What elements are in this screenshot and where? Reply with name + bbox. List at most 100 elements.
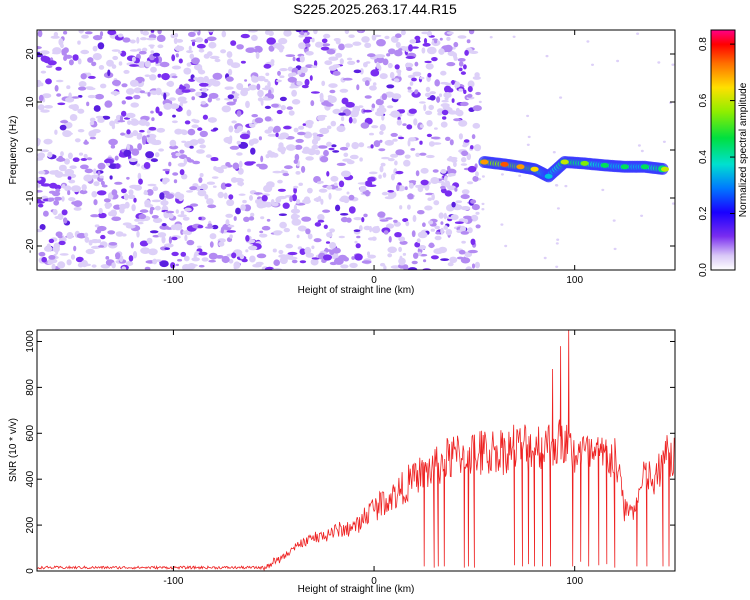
spectrogram-noise-cell — [236, 110, 242, 117]
spectrogram-noise-cell — [321, 38, 328, 44]
spectrogram-noise-cell — [407, 89, 413, 93]
spectrogram-noise-cell — [138, 50, 147, 55]
spectrogram-noise-cell — [323, 149, 329, 157]
signal-track-peak — [600, 162, 609, 168]
spectrogram-noise-cell — [171, 120, 178, 124]
spectrogram-noise-cell — [322, 209, 331, 213]
spectrogram-noise-cell — [364, 42, 372, 48]
spectrogram-noise-cell — [197, 127, 203, 131]
spectrogram-noise-cell — [302, 198, 311, 204]
spectrogram-noise-cell — [437, 108, 444, 114]
spectrogram-noise-cell — [526, 114, 530, 118]
spectrogram-noise-cell — [409, 81, 414, 86]
spectrogram-noise-cell — [314, 149, 321, 156]
spectrogram-noise-cell — [387, 158, 395, 162]
spectrogram-noise-cell — [371, 125, 379, 129]
spectrogram-noise-cell — [381, 156, 390, 160]
spectrogram-noise-cell — [80, 164, 89, 170]
spectrogram-noise-cell — [251, 76, 260, 83]
spectrogram-noise-cell — [51, 263, 56, 270]
spectrogram-noise-cell — [402, 123, 407, 126]
spectrogram-noise-cell — [168, 213, 174, 219]
spectrogram-noise-cell — [92, 129, 101, 134]
spectrogram-noise-cell — [84, 232, 89, 238]
spectrogram-noise-cell — [67, 152, 73, 160]
spectrogram-noise-cell — [461, 240, 466, 244]
spectrogram-noise-cell — [244, 79, 248, 82]
spectrogram-noise-cell — [78, 152, 84, 156]
spectrogram-noise-cell — [38, 94, 44, 102]
spectrogram-noise-cell — [556, 207, 560, 210]
spectrogram-noise-cell — [390, 110, 401, 118]
spectrogram-noise-cell — [357, 182, 368, 185]
spectrogram-noise-cell — [381, 115, 385, 121]
spectrogram-noise-cell — [348, 116, 353, 124]
spectrogram-noise-cell — [171, 152, 177, 156]
spectrogram-noise-cell — [201, 257, 209, 262]
spectrogram-noise-cell — [149, 208, 154, 215]
spectrogram-noise-cell — [204, 38, 209, 44]
spectrogram-noise-cell — [156, 34, 166, 43]
spectrogram-noise-cell — [164, 247, 170, 250]
spectrogram-noise-cell — [66, 232, 74, 239]
spectrogram-noise-cell — [150, 110, 154, 114]
spectrogram-noise-cell — [97, 212, 107, 219]
spectrogram-noise-cell — [171, 236, 178, 241]
spectrogram-noise-cell — [245, 47, 256, 53]
spectrogram-noise-cell — [397, 70, 401, 77]
spectrogram-noise-cell — [586, 40, 590, 43]
spectrogram-noise-cell — [175, 193, 179, 196]
spectrogram-noise-cell — [170, 33, 176, 39]
spectrogram-y-tick-label: 0 — [25, 147, 36, 153]
spectrogram-noise-cell — [191, 57, 200, 65]
spectrogram-noise-cell — [243, 216, 250, 222]
spectrogram-noise-cell — [346, 191, 350, 195]
spectrogram-noise-cell — [131, 204, 136, 212]
spectrogram-noise-cell — [386, 105, 394, 109]
spectrogram-noise-cell — [471, 263, 476, 269]
spectrogram-noise-cell — [311, 37, 315, 43]
spectrogram-noise-cell — [139, 129, 145, 133]
spectrogram-noise-cell — [97, 170, 101, 176]
spectrogram-noise-cell — [228, 194, 234, 200]
spectrogram-noise-cell — [221, 105, 231, 113]
spectrogram-noise-cell — [249, 255, 256, 263]
spectrogram-noise-cell — [556, 238, 560, 241]
spectrogram-noise-cell — [348, 34, 355, 38]
spectrogram-noise-cell — [114, 181, 123, 185]
spectrogram-noise-cell — [54, 196, 62, 201]
spectrogram-noise-cell — [175, 87, 185, 96]
spectrogram-noise-cell — [80, 49, 90, 55]
spectrogram-noise-cell — [440, 121, 448, 128]
spectrogram-noise-cell — [277, 179, 283, 184]
spectrogram-noise-cell — [441, 99, 449, 103]
spectrogram-noise-cell — [139, 90, 146, 94]
spectrogram-noise-cell — [362, 109, 373, 113]
spectrogram-noise-cell — [374, 110, 384, 117]
spectrogram-noise-cell — [121, 83, 128, 88]
spectrogram-noise-cell — [68, 59, 74, 66]
spectrogram-noise-cell — [172, 172, 179, 176]
spectrogram-noise-cell — [161, 73, 170, 81]
spectrogram-noise-cell — [198, 251, 208, 256]
spectrogram-noise-cell — [147, 183, 157, 187]
spectrogram-noise-cell — [310, 100, 315, 107]
spectrogram-noise-cell — [275, 132, 279, 138]
spectrogram-noise-cell — [467, 86, 473, 93]
spectrogram-noise-cell — [361, 217, 365, 223]
snr-y-tick-label: 200 — [25, 516, 36, 533]
spectrogram-noise-cell — [77, 129, 85, 133]
spectrogram-noise-cell — [410, 46, 419, 49]
snr-frame — [36, 329, 676, 572]
spectrogram-noise-cell — [285, 54, 296, 57]
spectrogram-noise-cell — [76, 232, 87, 239]
spectrogram-noise-cell — [299, 55, 305, 63]
snr-y-tick-label: 800 — [25, 379, 36, 396]
spectrogram-noise-cell — [85, 248, 96, 255]
spectrogram-noise-cell — [273, 259, 281, 267]
spectrogram-noise-cell — [198, 216, 202, 221]
spectrogram-noise-cell — [445, 136, 451, 141]
spectrogram-noise-cell — [61, 196, 65, 202]
spectrogram-noise-cell — [99, 31, 104, 37]
